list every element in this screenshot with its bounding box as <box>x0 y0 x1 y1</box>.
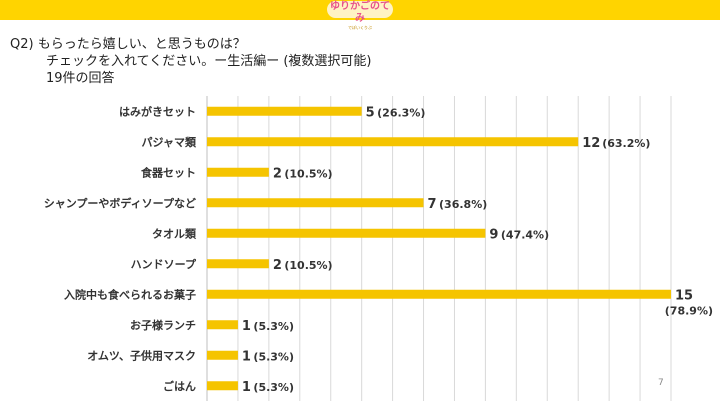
bar <box>207 259 269 269</box>
value-label: 7 <box>428 197 437 212</box>
percent-label: (10.5%) <box>284 167 332 180</box>
logo-text: ゆりかごのてみ <box>330 1 390 24</box>
bar <box>207 137 579 147</box>
percent-label: (5.3%) <box>253 320 294 333</box>
percent-label: (78.9%) <box>665 304 713 317</box>
page-number: 7 <box>658 378 664 388</box>
value-label: 5 <box>366 105 375 120</box>
category-label: タオル類 <box>152 226 197 240</box>
value-label: 1 <box>242 349 251 364</box>
category-label: シャンプーやボディソープなど <box>44 196 196 210</box>
bar <box>207 381 238 391</box>
bar <box>207 167 269 177</box>
category-label: はみがきセット <box>119 104 196 118</box>
top-band: ゆりかごのてみ でぽいくりぶ <box>0 0 720 30</box>
category-label: 食器セット <box>141 165 196 179</box>
logo-subtext: でぽいくりぶ <box>348 25 372 30</box>
percent-label: (47.4%) <box>501 228 549 241</box>
value-label: 9 <box>489 227 498 242</box>
percent-label: (63.2%) <box>602 137 650 150</box>
category-label: ハンドソープ <box>131 257 197 271</box>
value-label: 1 <box>242 319 251 334</box>
brand-logo: ゆりかごのてみ でぽいくりぶ <box>327 1 393 30</box>
bar <box>207 228 486 238</box>
response-count: 19件の回答 <box>46 71 115 86</box>
question-instruction: チェックを入れてください。ー生活編ー (複数選択可能) <box>46 54 372 69</box>
value-label: 15 <box>675 288 693 303</box>
percent-label: (10.5%) <box>284 259 332 272</box>
bar <box>207 350 238 360</box>
value-label: 12 <box>582 136 600 151</box>
percent-label: (5.3%) <box>253 381 294 394</box>
bar <box>207 198 424 208</box>
bar <box>207 320 238 330</box>
category-label: オムツ、子供用マスク <box>87 348 196 362</box>
category-label: ごはん <box>163 379 196 393</box>
value-label: 2 <box>273 166 282 181</box>
category-label: お子様ランチ <box>130 318 196 332</box>
value-label: 2 <box>273 258 282 273</box>
bar <box>207 289 671 299</box>
value-label: 1 <box>242 380 251 395</box>
percent-label: (36.8%) <box>439 198 487 211</box>
bar <box>207 106 362 116</box>
percent-label: (26.3%) <box>377 106 425 119</box>
question-title: Q2) もらったら嬉しい、と思うものは？ <box>10 37 246 52</box>
percent-label: (5.3%) <box>253 350 294 363</box>
category-label: 入院中も食べられるお菓子 <box>64 287 196 301</box>
category-label: パジャマ類 <box>142 135 197 149</box>
